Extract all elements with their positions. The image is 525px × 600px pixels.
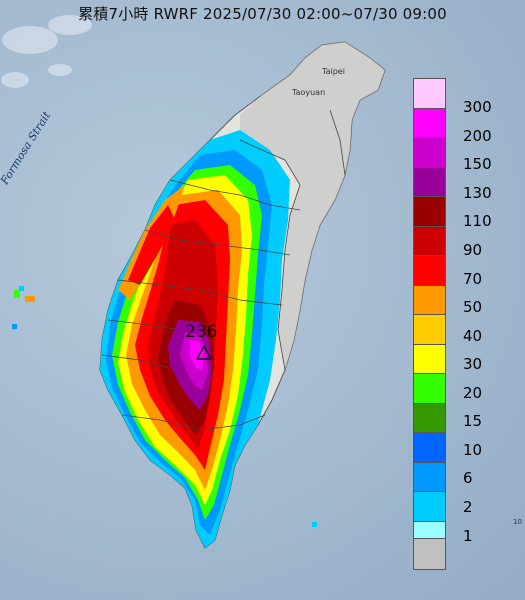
legend-label-10: 10 [463, 441, 483, 459]
legend-label-1: 1 [463, 527, 473, 545]
legend-label-130: 130 [463, 184, 492, 202]
legend-label-70: 70 [463, 270, 483, 288]
legend-swatch-2 [413, 491, 446, 523]
legend-label-50: 50 [463, 298, 483, 316]
legend-label-300: 300 [463, 98, 492, 116]
place-label-taipei: Taipei [322, 67, 345, 76]
legend-label-200: 200 [463, 127, 492, 145]
legend-swatch-50 [413, 284, 446, 316]
legend-label-110: 110 [463, 212, 492, 230]
legend-swatch-10 [413, 432, 446, 464]
offshore-texture [1, 15, 92, 88]
rainfall-layer [12, 130, 317, 548]
legend-swatch-200 [413, 107, 446, 139]
legend-label-40: 40 [463, 327, 483, 345]
legend-swatch-0 [413, 538, 446, 570]
legend-swatch-300 [413, 78, 446, 110]
map-title: 累積7小時 RWRF 2025/07/30 02:00~07/30 09:00 [78, 5, 447, 23]
triangle-marker-icon [195, 344, 213, 360]
county-boundaries [101, 109, 346, 431]
edge-text: 10 [513, 518, 522, 526]
no-rain-zone [240, 42, 385, 370]
place-label-taoyuan: Taoyuan [292, 88, 326, 97]
legend-swatch-110 [413, 196, 446, 228]
legend-swatch-70 [413, 255, 446, 287]
legend-label-150: 150 [463, 155, 492, 173]
legend-label-20: 20 [463, 384, 483, 402]
legend-label-30: 30 [463, 355, 483, 373]
legend-label-6: 6 [463, 469, 473, 487]
legend-swatch-150 [413, 137, 446, 169]
legend-label-90: 90 [463, 241, 483, 259]
legend-swatch-40 [413, 314, 446, 346]
legend-swatch-30 [413, 343, 446, 375]
legend-label-15: 15 [463, 412, 483, 430]
peak-value-label: 236 [185, 322, 218, 342]
legend-swatch-15 [413, 402, 446, 434]
legend-swatch-90 [413, 225, 446, 257]
legend-label-2: 2 [463, 498, 473, 516]
legend-swatch-6 [413, 461, 446, 493]
legend-swatch-20 [413, 373, 446, 405]
legend-swatch-130 [413, 166, 446, 198]
